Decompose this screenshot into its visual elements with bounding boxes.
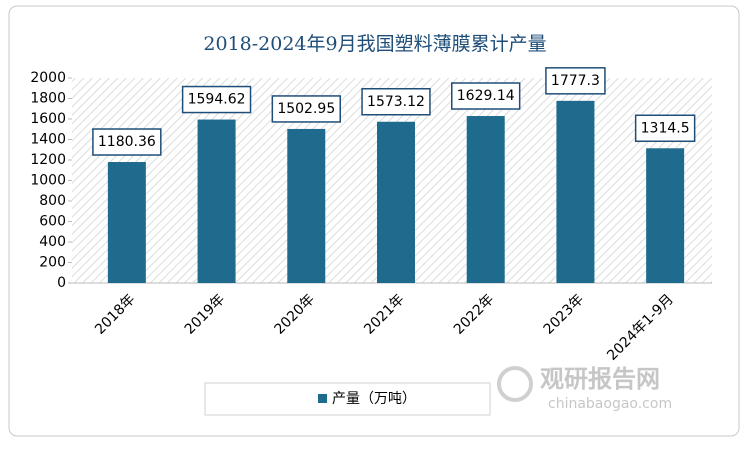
value-label: 1180.36	[98, 134, 156, 150]
value-label-box	[92, 128, 162, 156]
bar	[466, 116, 505, 283]
y-tick-label: 600	[39, 214, 66, 230]
chart-title: 2018-2024年9月我国塑料薄膜累计产量	[203, 33, 546, 55]
bar	[556, 100, 595, 283]
bar	[377, 121, 415, 283]
watermark: 观研报告网 chinabaogao.com	[497, 365, 672, 412]
y-tick-label: 1400	[30, 132, 66, 148]
watermark-name: 观研报告网	[540, 365, 660, 393]
y-tick-label: 400	[39, 234, 66, 250]
value-label-box	[634, 114, 696, 143]
value-label: 1314.5	[641, 120, 690, 136]
value-label-box	[181, 85, 252, 114]
value-label-box	[361, 88, 431, 116]
legend-box	[204, 382, 491, 416]
value-label: 1502.95	[277, 101, 335, 117]
value-label: 1629.14	[457, 88, 515, 104]
value-label: 1573.12	[367, 94, 425, 110]
bar	[287, 128, 326, 283]
value-label-box	[271, 95, 341, 123]
bar	[107, 162, 146, 283]
y-tick-label: 1800	[30, 91, 66, 107]
value-label: 1777.3	[551, 73, 600, 89]
y-tick-label: 0	[57, 275, 66, 291]
y-tick-label: 800	[39, 193, 66, 209]
bar	[197, 119, 236, 283]
y-tick-label: 1600	[30, 111, 66, 127]
value-label: 1594.62	[188, 92, 246, 108]
bar	[646, 148, 685, 283]
legend-label: 产量（万吨）	[332, 391, 416, 407]
y-tick-label: 2000	[30, 70, 66, 86]
value-label-box	[451, 82, 521, 110]
value-label-box	[545, 67, 606, 95]
y-tick-label: 200	[39, 255, 66, 271]
y-tick-label: 1200	[30, 152, 66, 168]
y-tick-label: 1000	[30, 173, 66, 189]
legend-swatch	[318, 394, 327, 403]
watermark-logo	[497, 366, 533, 402]
watermark-url: chinabaogao.com	[548, 396, 672, 412]
